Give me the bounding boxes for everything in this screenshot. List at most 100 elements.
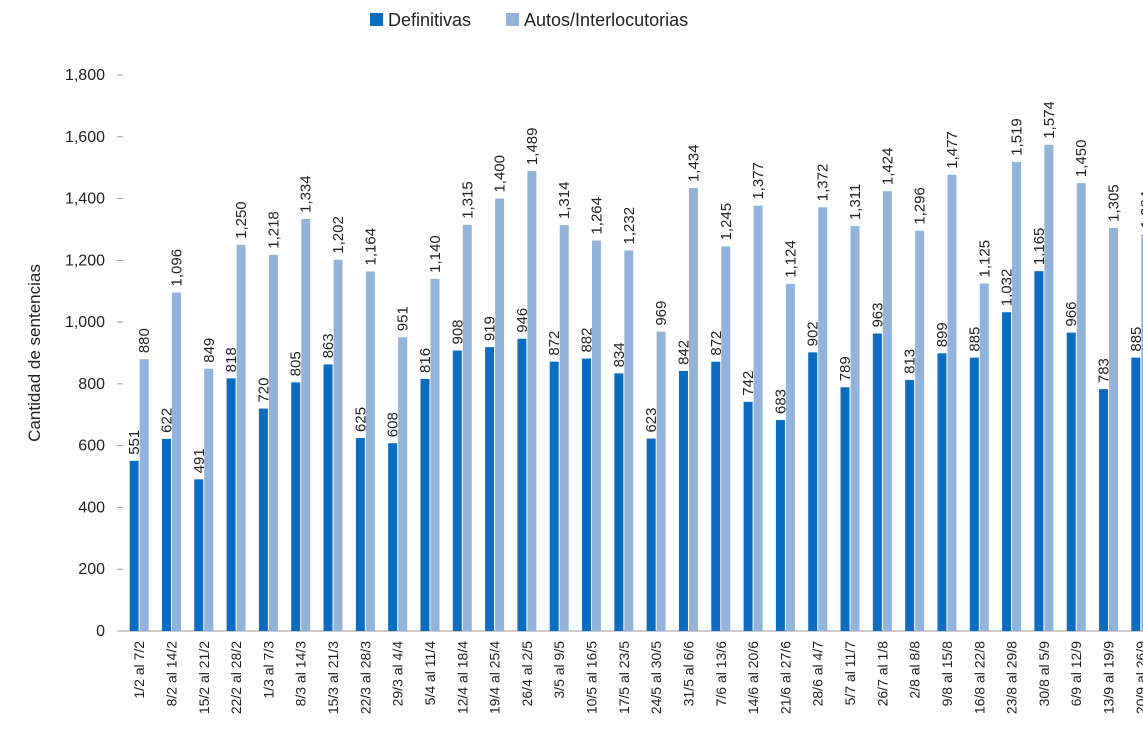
y-tick-label: 400 bbox=[78, 499, 105, 516]
value-label: 966 bbox=[1063, 302, 1080, 327]
value-label: 963 bbox=[869, 303, 886, 328]
value-label: 946 bbox=[514, 308, 531, 333]
bar bbox=[333, 259, 343, 631]
bar bbox=[1044, 144, 1054, 631]
value-label: 919 bbox=[482, 316, 499, 341]
value-label: 872 bbox=[546, 331, 563, 356]
x-tick-label: 8/2 al 14/2 bbox=[163, 641, 179, 707]
x-tick-label: 29/3 al 4/4 bbox=[390, 641, 406, 707]
bar bbox=[204, 368, 214, 631]
value-label: 882 bbox=[579, 328, 596, 353]
y-tick-label: 200 bbox=[78, 561, 105, 578]
y-tick-label: 800 bbox=[78, 376, 105, 393]
value-label: 1,489 bbox=[524, 128, 541, 166]
value-label: 863 bbox=[320, 333, 337, 358]
value-label: 1,519 bbox=[1009, 118, 1026, 156]
value-label: 1,334 bbox=[298, 175, 315, 213]
value-label: 1,574 bbox=[1041, 101, 1058, 139]
value-label: 1,202 bbox=[330, 216, 347, 254]
bar bbox=[753, 205, 763, 631]
value-label: 818 bbox=[223, 347, 240, 372]
bar bbox=[236, 244, 246, 631]
bar bbox=[559, 225, 569, 631]
value-label: 1,232 bbox=[621, 207, 638, 245]
bar bbox=[129, 460, 139, 631]
bar bbox=[517, 338, 527, 631]
value-label: 622 bbox=[158, 408, 175, 433]
bar bbox=[194, 479, 204, 631]
bar bbox=[420, 378, 430, 631]
bar bbox=[323, 364, 333, 631]
value-label: 1,125 bbox=[976, 240, 993, 278]
x-tick-label: 5/4 al 11/4 bbox=[422, 641, 438, 706]
value-label: 1,250 bbox=[233, 201, 250, 239]
value-label: 885 bbox=[966, 327, 983, 352]
value-label: 1,477 bbox=[944, 131, 961, 169]
x-tick-label: 23/8 al 29/8 bbox=[1004, 641, 1020, 714]
bar bbox=[171, 292, 181, 631]
value-label: 899 bbox=[934, 322, 951, 347]
x-tick-label: 12/4 al 18/4 bbox=[454, 641, 470, 714]
x-tick-label: 17/5 al 23/5 bbox=[616, 641, 632, 714]
bar bbox=[646, 438, 656, 631]
value-label: 608 bbox=[385, 412, 402, 437]
bar bbox=[721, 246, 731, 631]
bar bbox=[1099, 389, 1109, 631]
bar bbox=[840, 387, 850, 631]
x-tick-label: 21/6 al 27/6 bbox=[777, 641, 793, 714]
bar bbox=[947, 174, 957, 631]
value-label: 551 bbox=[126, 430, 143, 455]
x-tick-label: 8/3 al 14/3 bbox=[293, 641, 309, 707]
x-tick-label: 6/9 al 12/9 bbox=[1068, 641, 1084, 707]
value-label: 1,314 bbox=[556, 182, 573, 220]
value-label: 720 bbox=[255, 378, 272, 403]
value-label: 1,377 bbox=[750, 162, 767, 200]
x-tick-label: 26/7 al 1/8 bbox=[874, 641, 890, 707]
value-label: 783 bbox=[1096, 358, 1113, 383]
x-tick-label: 20/9 al 26/9 bbox=[1133, 641, 1143, 714]
value-label: 1,218 bbox=[265, 211, 282, 249]
x-tick-label: 1/2 al 7/2 bbox=[131, 641, 147, 699]
y-tick-label: 1,600 bbox=[65, 129, 105, 146]
value-label: 683 bbox=[772, 389, 789, 414]
y-axis-title: Cantidad de sentencias bbox=[25, 264, 44, 442]
value-label: 902 bbox=[805, 321, 822, 346]
bar bbox=[808, 352, 818, 631]
value-label: 623 bbox=[643, 408, 660, 433]
y-tick-label: 1,000 bbox=[65, 314, 105, 331]
x-tick-label: 10/5 al 16/5 bbox=[584, 641, 600, 714]
value-label: 1,305 bbox=[1106, 184, 1123, 222]
legend-swatch bbox=[506, 13, 520, 26]
bar bbox=[905, 379, 915, 631]
bar bbox=[711, 361, 721, 631]
value-label: 789 bbox=[837, 356, 854, 381]
bar bbox=[1034, 271, 1044, 631]
value-label: 885 bbox=[1128, 327, 1143, 352]
bar bbox=[291, 382, 301, 631]
bar bbox=[775, 420, 785, 631]
value-label: 908 bbox=[449, 319, 466, 344]
bar bbox=[301, 218, 311, 632]
bar bbox=[388, 443, 398, 631]
x-tick-label: 24/5 al 30/5 bbox=[648, 641, 664, 714]
bar bbox=[688, 188, 698, 631]
y-tick-label: 1,400 bbox=[65, 191, 105, 208]
x-tick-label: 31/5 al 6/6 bbox=[680, 641, 696, 707]
bar bbox=[527, 171, 537, 631]
value-label: 813 bbox=[902, 349, 919, 374]
value-label: 1,124 bbox=[782, 240, 799, 278]
x-tick-label: 3/5 al 9/5 bbox=[551, 641, 567, 699]
value-label: 880 bbox=[136, 328, 153, 353]
value-label: 816 bbox=[417, 348, 434, 373]
bar bbox=[582, 358, 592, 631]
value-label: 1,424 bbox=[879, 148, 896, 186]
y-tick-label: 1,800 bbox=[65, 67, 105, 84]
x-tick-label: 9/8 al 15/8 bbox=[939, 641, 955, 707]
value-label: 1,096 bbox=[168, 249, 185, 287]
value-label: 742 bbox=[740, 371, 757, 396]
bar bbox=[1131, 357, 1141, 631]
bar bbox=[1066, 332, 1076, 631]
bar bbox=[785, 283, 795, 631]
bar bbox=[872, 333, 882, 631]
